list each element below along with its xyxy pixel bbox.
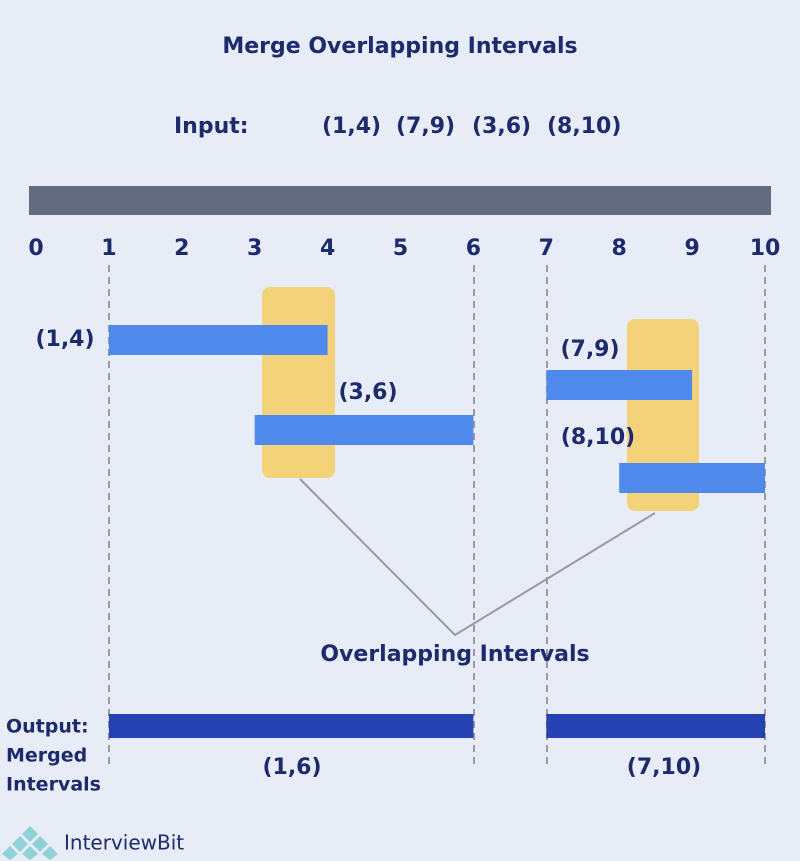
axis-tick-label: 8: [612, 236, 627, 261]
input-label: Input:: [174, 114, 249, 139]
input-interval: (8,10): [547, 114, 621, 139]
interval-label: (1,4): [35, 327, 94, 352]
timeline-bar: [29, 186, 771, 215]
interval-label: (7,9): [560, 337, 619, 362]
input-interval: (7,9): [396, 114, 455, 139]
merged-label: (1,6): [262, 755, 321, 780]
axis-tick-label: 4: [320, 236, 335, 261]
input-interval: (3,6): [472, 114, 531, 139]
logo-mark: [2, 826, 58, 860]
axis-tick-label: 5: [393, 236, 408, 261]
logo-icon: [2, 826, 58, 860]
interval-label: (8,10): [561, 425, 635, 450]
input-interval: (1,4): [322, 114, 381, 139]
logo-text: InterviewBit: [64, 831, 184, 855]
output-label: Output:: [6, 716, 89, 738]
interval-bar: [546, 370, 693, 400]
title: Merge Overlapping Intervals: [222, 34, 577, 59]
axis-tick-label: 10: [750, 236, 781, 261]
connector: [299, 478, 656, 637]
axis-tick-label: 2: [174, 236, 189, 261]
axis-tick-label: 9: [684, 236, 699, 261]
interval-bar: [108, 325, 328, 355]
merged-label: (7,10): [627, 755, 701, 780]
bars: [108, 325, 765, 738]
axis-tick-label: 1: [101, 236, 116, 261]
axis-tick-label: 7: [539, 236, 554, 261]
interval-bar: [619, 463, 765, 493]
output-sublabel: Merged: [6, 745, 87, 767]
merged-bar: [546, 714, 765, 738]
merged-bar: [108, 714, 474, 738]
axis-tick-label: 0: [28, 236, 43, 261]
output-sublabel: Intervals: [6, 774, 101, 796]
overlap-highlight: [262, 287, 335, 478]
axis-tick-label: 3: [247, 236, 262, 261]
interval-label: (3,6): [338, 380, 397, 405]
axis-tick-label: 6: [466, 236, 481, 261]
overlap-label: Overlapping Intervals: [320, 642, 589, 667]
interval-bar: [254, 415, 474, 445]
